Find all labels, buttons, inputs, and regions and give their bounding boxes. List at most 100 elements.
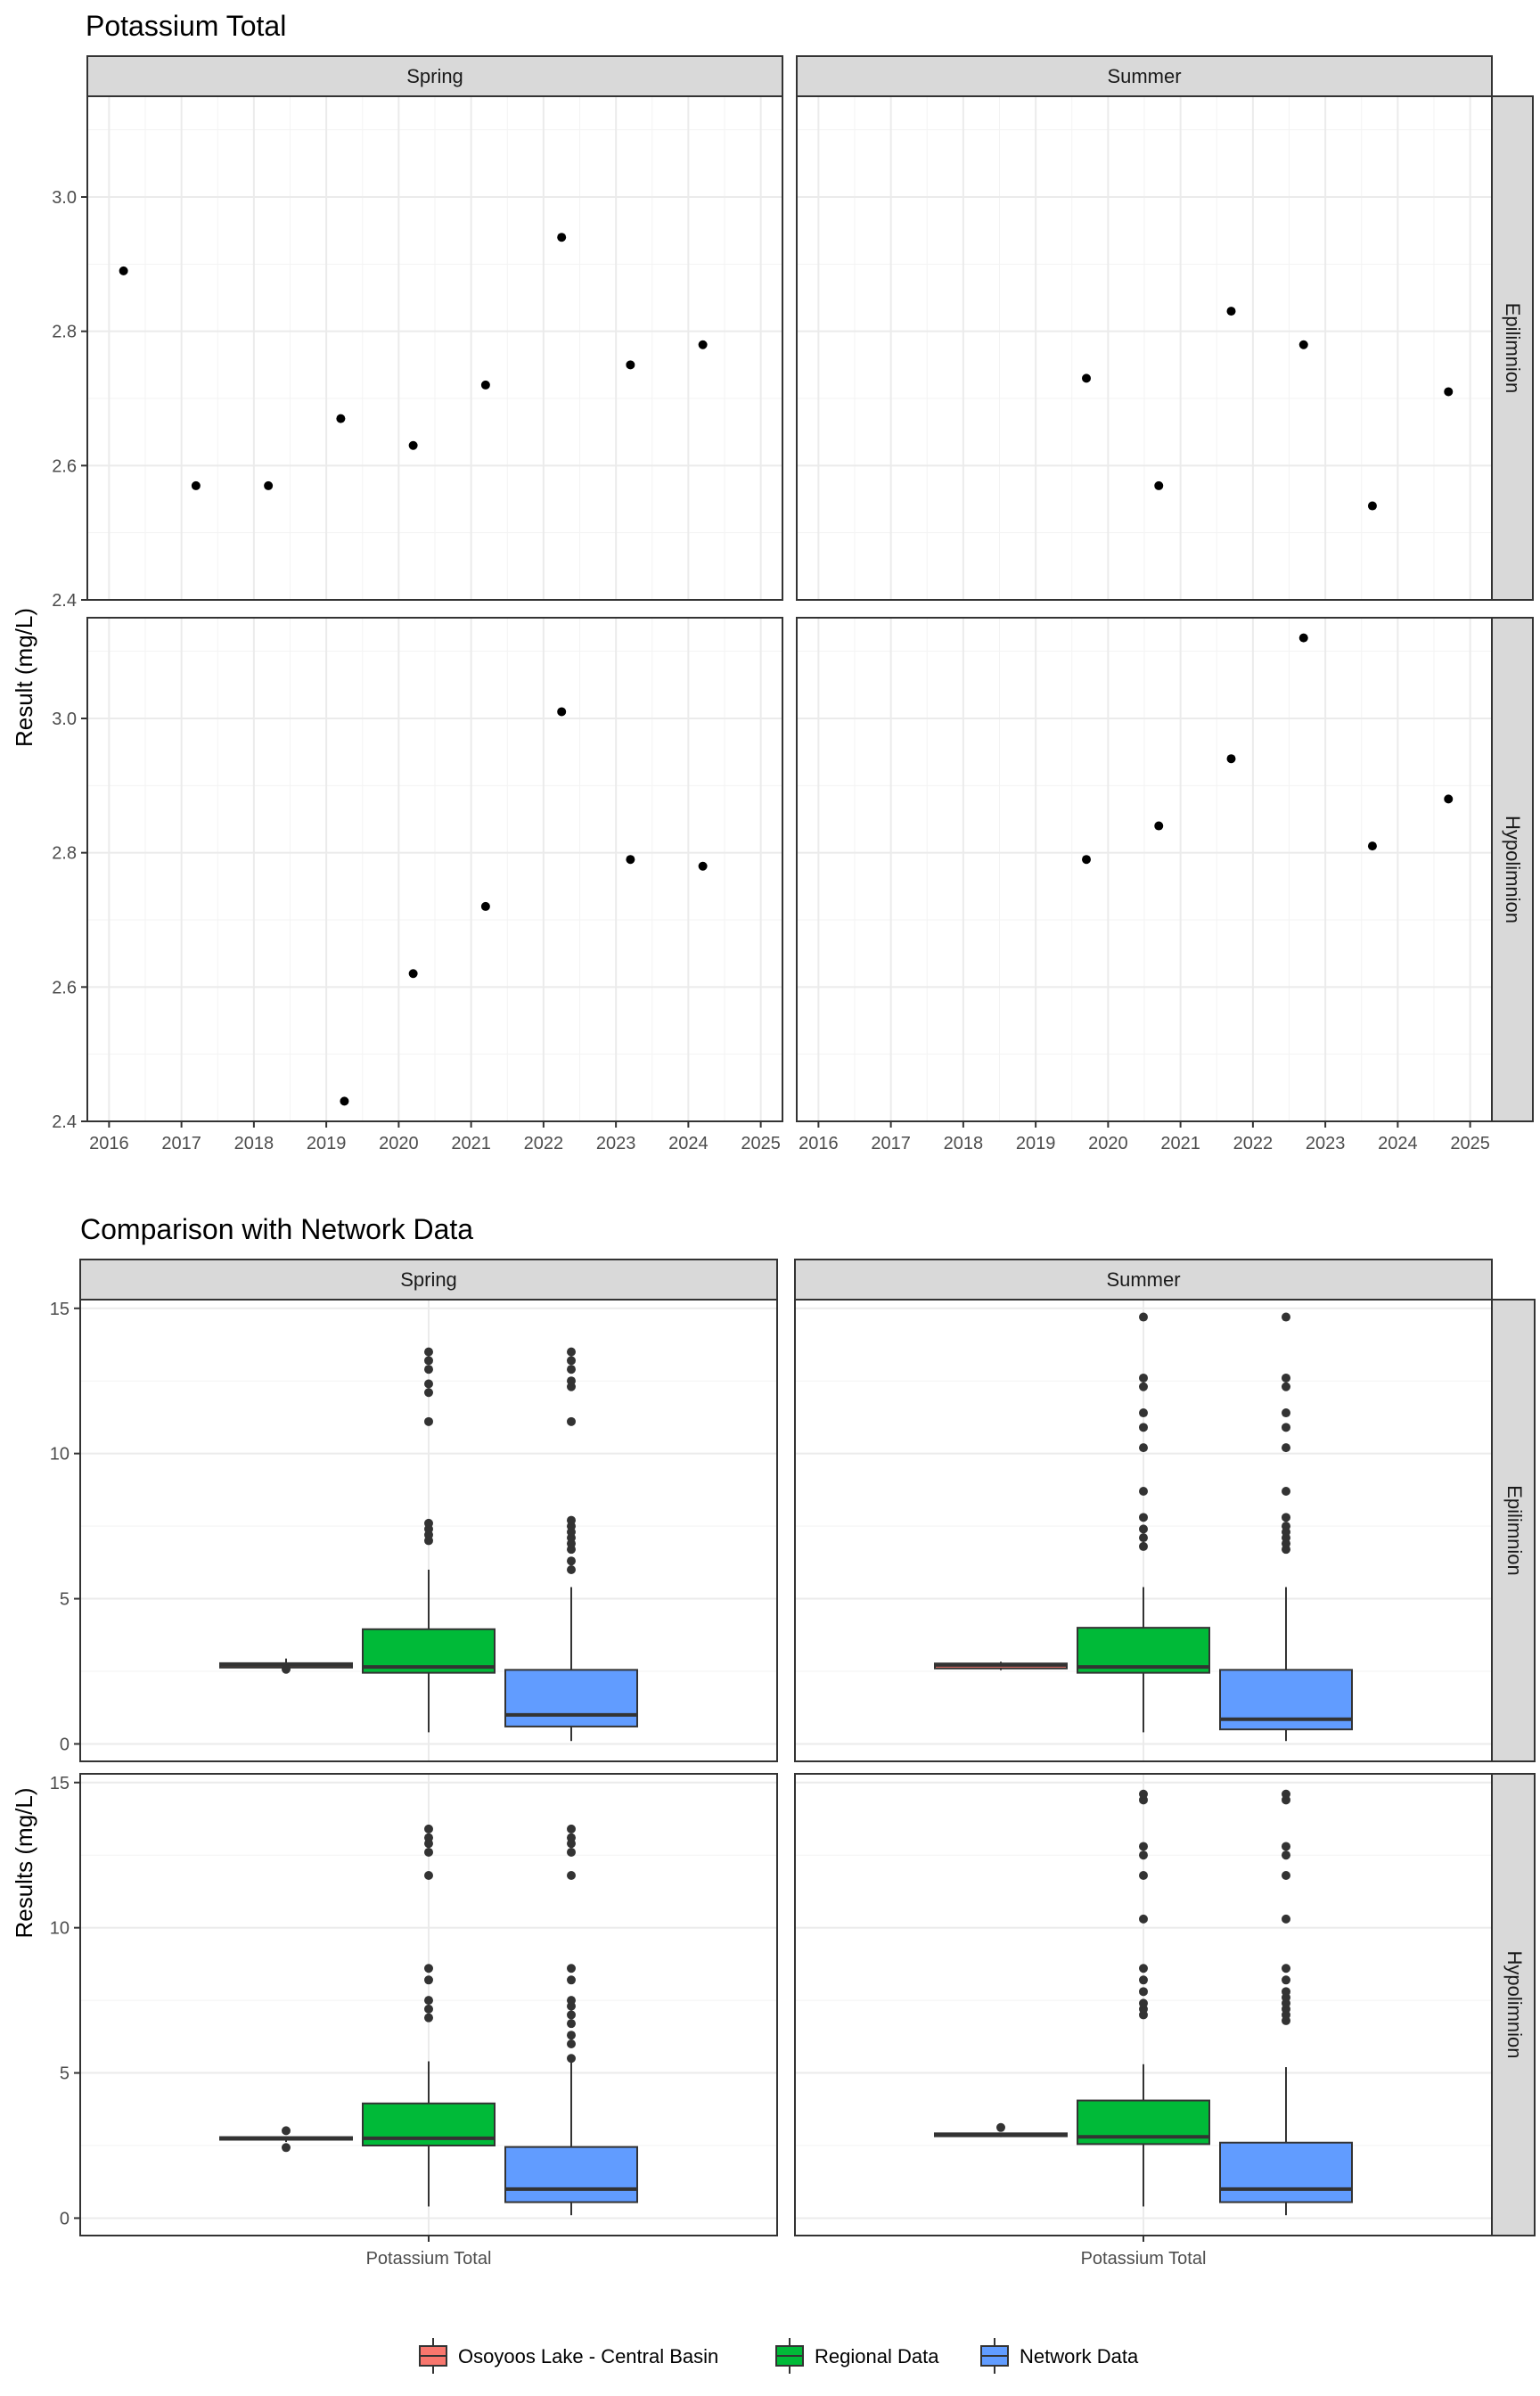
outlier-point [567,1847,576,1857]
box-regional-data [362,1824,496,2207]
boxplot-chart-facets: Spring Summer Epilimnion Hypolimnion 0 5 10 15 0… [50,1259,1536,2269]
outlier-point [567,1871,576,1881]
y-tick-label: 15 [50,1300,70,1319]
data-point [119,266,128,275]
y-tick-label: 5 [60,2064,70,2084]
outlier-point [1282,1914,1290,1924]
outlier-point [424,1996,433,2006]
outlier-point [567,1356,576,1366]
box-iqr [504,2146,638,2203]
outlier-point [1282,1373,1290,1383]
outlier-point [1282,1964,1290,1973]
outlier-point [1139,1975,1148,1985]
data-point [1367,501,1377,511]
data-point [1444,794,1454,804]
outlier-point [567,1365,576,1374]
outlier-point [1139,1373,1148,1383]
box-network-data [1219,1789,1353,2216]
outlier-point [567,1376,576,1386]
panel-summer-hypolimnion [796,617,1493,1122]
x-tick-label: 2020 [1088,1134,1128,1153]
x-tick-label: 2017 [161,1134,201,1153]
data-point [1154,480,1164,490]
outlier-point [282,1664,291,1674]
panel-border [794,1299,1493,1762]
facet-strip-epilimnion [1491,1299,1536,1762]
outlier-point [996,2122,1005,2132]
outlier-point [424,1356,433,1366]
box-osoyoos-lake-central-basin [934,1662,1068,1670]
x-tick-label: 2020 [379,1134,419,1153]
outlier-point [1139,1987,1148,1997]
outlier-point [567,1975,576,1985]
outlier-point [424,1975,433,1985]
facet-strip-label-spring: Spring [406,65,463,87]
outlier-point [424,1871,433,1881]
x-tick-label: 2018 [944,1134,984,1153]
outlier-point [424,1365,433,1374]
facet-strip-label-spring: Spring [400,1268,457,1291]
legend-item-osoyoos-lake-central-basin: Osoyoos Lake - Central Basin [419,2338,718,2374]
outlier-point [1139,1850,1148,1860]
outlier-point [424,2004,433,2014]
outlier-point [567,1833,576,1842]
box-osoyoos-lake-central-basin [219,1658,353,1674]
y-tick-label: 2.6 [52,978,77,997]
outlier-point [1139,1423,1148,1432]
panel-spring-hypolimnion [79,1773,778,2236]
data-point [191,480,201,490]
outlier-point [1139,1914,1148,1924]
x-tick-label: 2019 [307,1134,347,1153]
outlier-point [1139,1842,1148,1851]
outlier-point [1282,1312,1290,1322]
outlier-point [1139,1541,1148,1551]
x-tick-label: 2025 [1450,1134,1490,1153]
panel-border [86,95,783,601]
box-network-data [504,1347,638,1742]
outlier-point [1282,1842,1290,1851]
box-osoyoos-lake-central-basin [219,2126,353,2153]
outlier-point [424,1964,433,1973]
outlier-point [424,1824,433,1834]
outlier-point [1139,1533,1148,1543]
data-point [1226,754,1236,764]
box-iqr [1219,2141,1353,2203]
data-point [1367,841,1377,851]
y-tick-label: 10 [50,1919,70,1939]
x-tick-label: 2024 [1378,1134,1418,1153]
legend-label: Regional Data [815,2345,939,2367]
box-osoyoos-lake-central-basin [934,2122,1068,2138]
y-tick-label: 10 [50,1445,70,1465]
chart-title-potassium-total: Potassium Total [86,10,286,42]
outlier-point [567,1515,576,1525]
outlier-point [1282,1850,1290,1860]
legend-label: Osoyoos Lake - Central Basin [458,2345,718,2367]
x-tick-label: 2019 [1016,1134,1056,1153]
legend: Osoyoos Lake - Central Basin Regional Dat… [419,2338,1139,2374]
outlier-point [1139,1871,1148,1881]
outlier-point [1282,1975,1290,1985]
outlier-point [1139,1513,1148,1522]
x-tick-label: 2021 [1160,1134,1200,1153]
panel-summer-epilimnion [794,1299,1493,1762]
outlier-point [1282,1522,1290,1531]
y-axis-title-result: Result (mg/L) [11,608,37,747]
outlier-point [567,2031,576,2040]
x-tick-label: Potassium Total [1081,2249,1207,2269]
outlier-point [1282,1382,1290,1391]
x-tick-label: 2016 [799,1134,839,1153]
y-tick-label: 5 [60,1590,70,1610]
panel-border [796,617,1493,1122]
outlier-point [1139,1789,1148,1799]
data-point [340,1096,349,1106]
x-tick-label: 2017 [871,1134,911,1153]
outlier-point [1139,1382,1148,1391]
outlier-point [1139,1998,1148,2008]
facet-strip-summer [796,55,1493,97]
outlier-point [567,1996,576,2006]
outlier-point [567,2010,576,2020]
x-tick-label: 2022 [524,1134,564,1153]
outlier-point [424,1833,433,1842]
y-axis-title-results: Results (mg/L) [11,1787,37,1938]
